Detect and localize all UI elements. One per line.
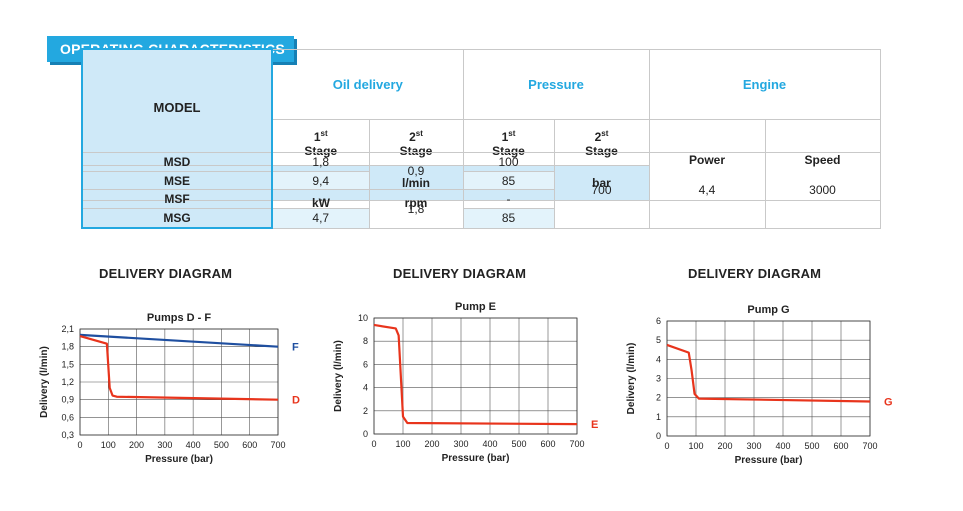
x-tick-label: 400: [775, 441, 790, 451]
y-tick-label: 5: [656, 335, 661, 345]
diagram-title-1: DELIVERY DIAGRAM: [99, 266, 233, 281]
y-axis-label: Delivery (l/min): [333, 340, 344, 412]
oil-stage-1-value: 4,7: [271, 208, 370, 229]
pressure-stage-2-value: 700: [553, 152, 650, 229]
x-axis-label: Pressure (bar): [442, 453, 510, 464]
series-label-D: D: [292, 395, 300, 407]
series-line-D: [79, 335, 279, 401]
x-tick-label: 400: [482, 439, 497, 449]
y-axis-label: Delivery (l/min): [39, 346, 50, 418]
x-tick-label: 400: [186, 440, 201, 450]
x-tick-label: 200: [424, 439, 439, 449]
oil-stage-1-value: 9,4: [271, 170, 370, 191]
x-tick-label: 600: [833, 441, 848, 451]
x-tick-label: 0: [77, 440, 82, 450]
y-tick-label: 1,5: [61, 359, 74, 369]
speed-value: 3000: [764, 152, 881, 229]
y-tick-label: 1,2: [61, 377, 74, 387]
chart-pumps-d-f: Pumps D - F 0 100 200 300 400 500 600 700 0,3 0,6 0…: [39, 312, 300, 465]
pressure-header: Pressure: [462, 48, 650, 120]
y-tick-label: 0,9: [61, 395, 74, 405]
oil-stage-1-value: 1,8: [271, 152, 370, 172]
x-tick-label: 0: [664, 441, 669, 451]
y-axis-label: Delivery (l/min): [626, 343, 637, 415]
power-value: 4,4: [648, 152, 766, 229]
y-tick-label: 2: [363, 406, 368, 416]
pressure-stage-1-value: -: [462, 189, 555, 210]
oil-stage-1-value: -: [271, 189, 370, 210]
x-tick-label: 300: [746, 441, 761, 451]
y-tick-label: 0: [363, 429, 368, 439]
pressure-stage-1-value: 85: [462, 170, 555, 191]
x-tick-label: 700: [569, 439, 584, 449]
model-header: MODEL: [81, 48, 273, 167]
x-tick-label: 700: [270, 440, 285, 450]
x-axis-label: Pressure (bar): [735, 455, 803, 466]
x-tick-label: 100: [101, 440, 116, 450]
engine-header: Engine: [648, 48, 881, 120]
x-tick-label: 700: [862, 441, 877, 451]
y-tick-label: 6: [363, 359, 368, 369]
y-tick-label: 10: [358, 313, 368, 323]
oil-delivery-header: Oil delivery: [271, 48, 464, 120]
x-tick-label: 300: [157, 440, 172, 450]
y-tick-label: 8: [363, 336, 368, 346]
x-tick-label: 100: [688, 441, 703, 451]
x-tick-label: 300: [453, 439, 468, 449]
y-tick-label: 4: [656, 354, 661, 364]
x-tick-label: 100: [395, 439, 410, 449]
diagram-title-3: DELIVERY DIAGRAM: [688, 266, 822, 281]
x-tick-label: 500: [511, 439, 526, 449]
plot-frame: [373, 317, 578, 435]
oil-stage-2-value: 0,9: [368, 151, 464, 191]
y-tick-label: 6: [656, 316, 661, 326]
model-data-table: MSD 1,8 0,9 100 700 4,4 3000 MSE 9,4 85 …: [81, 151, 881, 230]
y-tick-label: 0,3: [61, 430, 74, 440]
diagram-title-2: DELIVERY DIAGRAM: [393, 266, 527, 281]
y-tick-label: 3: [656, 374, 661, 384]
series-label-F: F: [292, 342, 299, 354]
x-tick-label: 600: [540, 439, 555, 449]
y-tick-label: 1,8: [61, 342, 74, 352]
y-tick-label: 0: [656, 431, 661, 441]
series-line-E: [373, 323, 578, 426]
model-name: MSE: [81, 170, 273, 191]
chart-title: Pump E: [455, 301, 496, 313]
x-axis-label: Pressure (bar): [145, 454, 213, 465]
y-tick-label: 0,6: [61, 412, 74, 422]
oil-stage-2-value: 1,8: [368, 189, 464, 229]
x-tick-label: 0: [371, 439, 376, 449]
y-tick-label: 2: [656, 393, 661, 403]
x-tick-label: 500: [804, 441, 819, 451]
pressure-stage-1-value: 85: [462, 208, 555, 229]
x-tick-label: 500: [214, 440, 229, 450]
model-name: MSF: [81, 189, 273, 210]
y-tick-label: 4: [363, 383, 368, 393]
model-name: MSD: [81, 152, 273, 172]
plot-frame: [666, 320, 871, 437]
series-line-G: [666, 343, 871, 403]
series-label-G: G: [884, 397, 893, 409]
x-tick-label: 200: [717, 441, 732, 451]
model-name: MSG: [81, 208, 273, 230]
y-tick-label: 1: [656, 412, 661, 422]
chart-pump-g: Pump G 0 100 200 300 400 500 600 700 0 1 2 3 4 5 6 Press…: [626, 304, 893, 466]
x-tick-label: 600: [242, 440, 257, 450]
pressure-stage-1-value: 100: [462, 152, 555, 172]
y-tick-label: 2,1: [61, 324, 74, 334]
series-label-E: E: [591, 419, 598, 431]
series-line-F: [79, 333, 279, 348]
x-tick-label: 200: [129, 440, 144, 450]
chart-title: Pump G: [747, 304, 789, 316]
chart-pump-e: Pump E 0 100 200 300 400 500 600 700 0 2 4 6 8 10 Press…: [333, 301, 598, 464]
chart-title: Pumps D - F: [147, 312, 211, 324]
plot-frame: [79, 328, 279, 436]
